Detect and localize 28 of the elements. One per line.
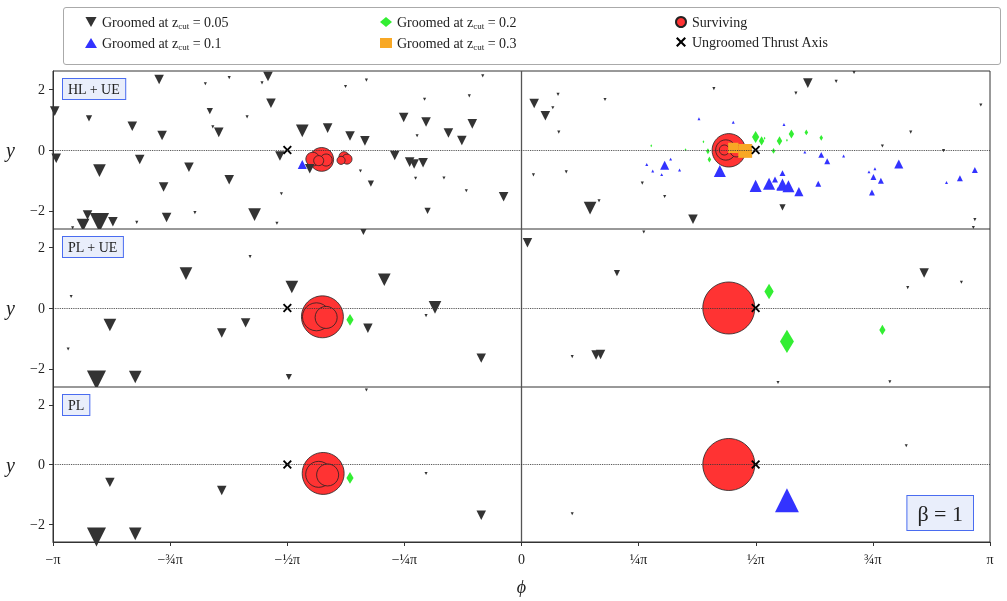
y-tick-label: 0	[38, 300, 45, 316]
legend-label: Surviving	[692, 14, 748, 30]
x-tick-label: 0	[518, 551, 525, 567]
x-axis-title: ϕ	[516, 577, 527, 597]
x-tick-label: ½π	[746, 551, 765, 567]
annotation: β = 1	[917, 500, 964, 526]
annotation: PL + UE	[68, 239, 118, 255]
x-tick-label: ¼π	[629, 551, 648, 567]
y-tick-label: −2	[30, 361, 45, 377]
y-tick-label: 2	[38, 239, 45, 255]
y-tick-label: 0	[38, 142, 45, 158]
x-tick-label: −π	[45, 551, 61, 567]
y-tick-label: 0	[38, 457, 45, 472]
y-axis-title: y	[4, 139, 16, 162]
y-tick-label: −2	[30, 203, 45, 219]
x-tick-label: −¾π	[157, 551, 183, 567]
x-tick-label: π	[986, 551, 994, 567]
y-axis-title: y	[4, 453, 16, 477]
annotation: HL + UE	[68, 81, 120, 97]
legend-label: Ungroomed Thrust Axis	[692, 34, 828, 50]
y-tick-label: −2	[30, 516, 45, 532]
x-tick-label: −½π	[274, 551, 300, 567]
annotation: PL	[68, 397, 85, 413]
y-tick-label: 2	[38, 81, 45, 97]
x-tick-label: −¼π	[391, 551, 418, 567]
x-tick-label: ¾π	[864, 551, 882, 567]
y-tick-label: 2	[38, 397, 45, 413]
y-axis-title: y	[4, 297, 16, 320]
